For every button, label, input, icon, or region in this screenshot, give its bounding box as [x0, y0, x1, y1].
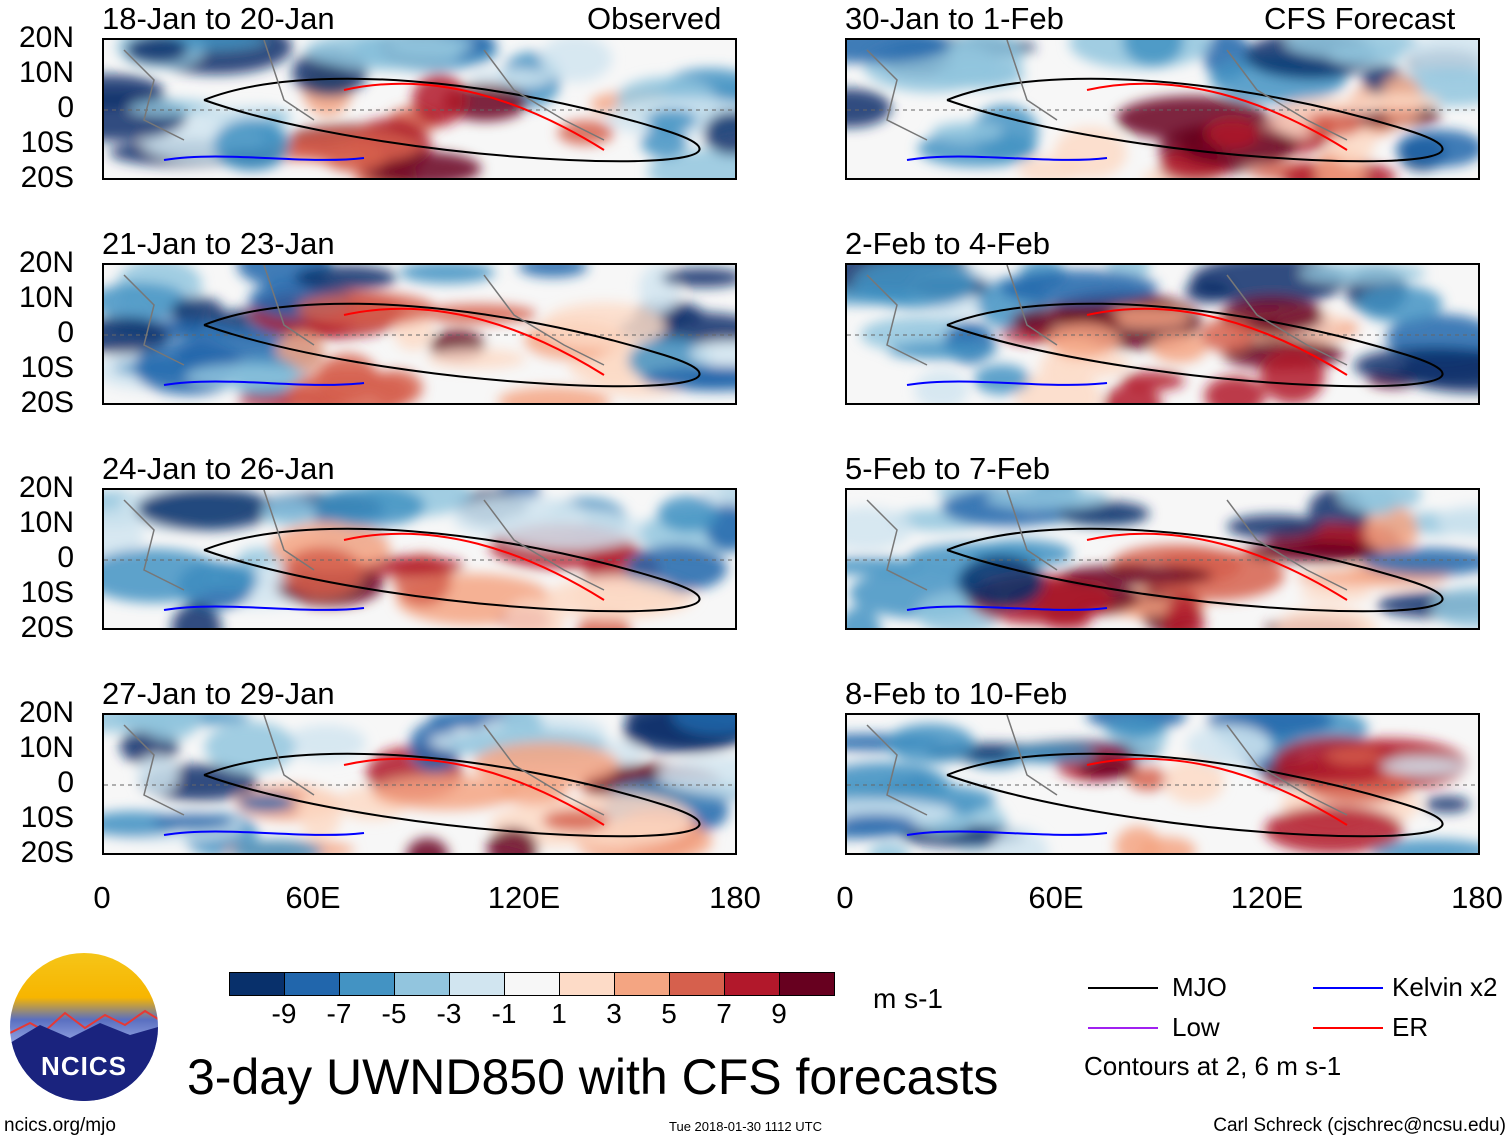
lat-label: 0: [57, 316, 74, 349]
lat-label: 20N: [18, 696, 74, 729]
panel-title: 21-Jan to 23-Jan: [102, 226, 335, 261]
lat-label: 10S: [20, 126, 74, 159]
colorbar-tick: -5: [381, 998, 407, 1029]
colorbar-tick: -1: [491, 998, 517, 1029]
kelvin-legend-line: [1313, 987, 1383, 989]
map-panel: [102, 713, 737, 855]
lon-label-left: 60E: [285, 880, 341, 915]
colorbar-tick: 7: [716, 998, 732, 1029]
legend-er: ER: [1392, 1012, 1429, 1042]
colorbar-swatch: [395, 973, 450, 995]
cfs-forecast-label: CFS Forecast: [1264, 1, 1456, 36]
panel-title: 30-Jan to 1-Feb: [845, 1, 1064, 36]
lat-label: 20N: [18, 471, 74, 504]
panel-title: 8-Feb to 10-Feb: [845, 676, 1068, 711]
lat-label: 20S: [20, 611, 74, 644]
colorbar-swatch: [780, 973, 834, 995]
lat-label: 20S: [20, 386, 74, 419]
lat-label: 10N: [18, 731, 74, 764]
map-panel: [845, 263, 1480, 405]
lat-label: 0: [57, 541, 74, 574]
observed-label: Observed: [587, 1, 722, 36]
lat-label: 10N: [18, 56, 74, 89]
colorbar-tick: -7: [326, 998, 352, 1029]
er-legend-line: [1313, 1027, 1383, 1029]
lon-label-left: 180: [709, 880, 761, 915]
colorbar-tick: -3: [436, 998, 462, 1029]
low-legend-line: [1088, 1027, 1158, 1029]
colorbar: [229, 972, 835, 996]
logo-text: NCICS: [41, 1051, 127, 1081]
lon-label-left: 120E: [487, 880, 561, 915]
colorbar-tick: 3: [606, 998, 622, 1029]
lat-label: 0: [57, 766, 74, 799]
lon-label-right: 0: [836, 880, 854, 915]
lat-label: 10N: [18, 506, 74, 539]
lat-label: 10N: [18, 281, 74, 314]
colorbar-tick: 5: [661, 998, 677, 1029]
panel-title: 18-Jan to 20-Jan: [102, 1, 335, 36]
map-panel: [102, 38, 737, 180]
lon-label-left: 0: [93, 880, 111, 915]
colorbar-units: m s-1: [873, 983, 943, 1014]
map-panel: [845, 488, 1480, 630]
colorbar-tick: 1: [551, 998, 567, 1029]
colorbar-swatch: [560, 973, 615, 995]
colorbar-swatch: [450, 973, 505, 995]
lat-label: 0: [57, 91, 74, 124]
figure-title: 3-day UWND850 with CFS forecasts: [187, 1049, 999, 1105]
panel-title: 5-Feb to 7-Feb: [845, 451, 1051, 486]
lat-label: 10S: [20, 801, 74, 834]
colorbar-swatch: [230, 973, 285, 995]
panel-title: 2-Feb to 4-Feb: [845, 226, 1051, 261]
legend-mjo: MJO: [1172, 972, 1227, 1002]
lat-label: 20S: [20, 161, 74, 194]
colorbar-swatch: [340, 973, 395, 995]
map-panel: [845, 713, 1480, 855]
map-panel: [845, 38, 1480, 180]
panel-title: 24-Jan to 26-Jan: [102, 451, 335, 486]
colorbar-tick: -9: [271, 998, 297, 1029]
footer-author: Carl Schreck (cjschrec@ncsu.edu): [1213, 1115, 1506, 1136]
lat-label: 10S: [20, 576, 74, 609]
lon-label-right: 120E: [1230, 880, 1304, 915]
colorbar-swatch: [670, 973, 725, 995]
lon-label-right: 180: [1451, 880, 1503, 915]
map-panel: [102, 263, 737, 405]
colorbar-swatch: [285, 973, 340, 995]
lat-label: 20N: [18, 21, 74, 54]
colorbar-swatch: [505, 973, 560, 995]
colorbar-tick: 9: [771, 998, 787, 1029]
contour-note: Contours at 2, 6 m s-1: [1084, 1051, 1342, 1081]
lat-label: 10S: [20, 351, 74, 384]
panel-title: 27-Jan to 29-Jan: [102, 676, 335, 711]
ncics-logo: NCICS: [10, 953, 158, 1101]
footer-url[interactable]: ncics.org/mjo: [4, 1115, 116, 1136]
lat-label: 20S: [20, 836, 74, 869]
lon-label-right: 60E: [1028, 880, 1084, 915]
mjo-legend-line: [1088, 987, 1158, 989]
legend-low: Low: [1172, 1012, 1220, 1042]
colorbar-swatch: [725, 973, 780, 995]
footer-timestamp: Tue 2018-01-30 1112 UTC: [669, 1119, 822, 1134]
lat-label: 20N: [18, 246, 74, 279]
legend-kelvin: Kelvin x2: [1392, 972, 1498, 1002]
map-panel: [102, 488, 737, 630]
colorbar-swatch: [615, 973, 670, 995]
